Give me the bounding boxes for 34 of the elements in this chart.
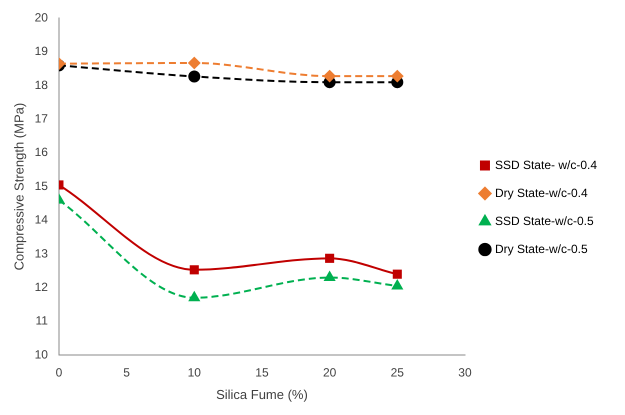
point	[324, 272, 335, 282]
legend-label: Dry State-w/c-0.4	[494, 186, 588, 200]
x-tick-label: 15	[255, 366, 269, 380]
point	[188, 56, 200, 69]
y-tick-label: 17	[34, 112, 48, 126]
x-tick-label: 0	[56, 366, 63, 380]
y-tick-label: 19	[34, 44, 48, 58]
x-tick-label: 30	[458, 366, 472, 380]
point	[325, 254, 334, 263]
point	[392, 270, 402, 279]
x-tick-label: 20	[322, 366, 337, 380]
y-tick-label: 11	[35, 314, 48, 328]
point	[324, 70, 336, 82]
y-tick-label: 18	[34, 78, 48, 92]
y-tick-label: 10	[34, 347, 48, 362]
point	[190, 265, 199, 274]
x-axis-title: Silica Fume (%)	[216, 386, 308, 402]
y-axis-title: Compressive Strength (MPa)	[11, 102, 26, 270]
y-tick-label: 12	[34, 280, 48, 294]
x-tick-label: 25	[390, 366, 404, 380]
y-tick-label: 16	[34, 145, 48, 160]
legend-label: SSD State- w/c-0.4	[494, 158, 598, 172]
y-tick-label: 14	[34, 212, 48, 227]
legend-label: SSD State-w/c-0.5	[494, 214, 594, 228]
x-tick-label: 10	[188, 366, 202, 380]
x-tick-label: 5	[123, 366, 130, 380]
point	[188, 70, 200, 82]
y-tick-label: 15	[34, 178, 48, 193]
y-tick-label: 20	[34, 10, 48, 25]
legend-label: Dry State-w/c-0.5	[494, 242, 588, 256]
point	[391, 70, 404, 82]
y-tick-label: 13	[34, 246, 48, 260]
point	[188, 292, 200, 302]
point	[392, 280, 403, 290]
